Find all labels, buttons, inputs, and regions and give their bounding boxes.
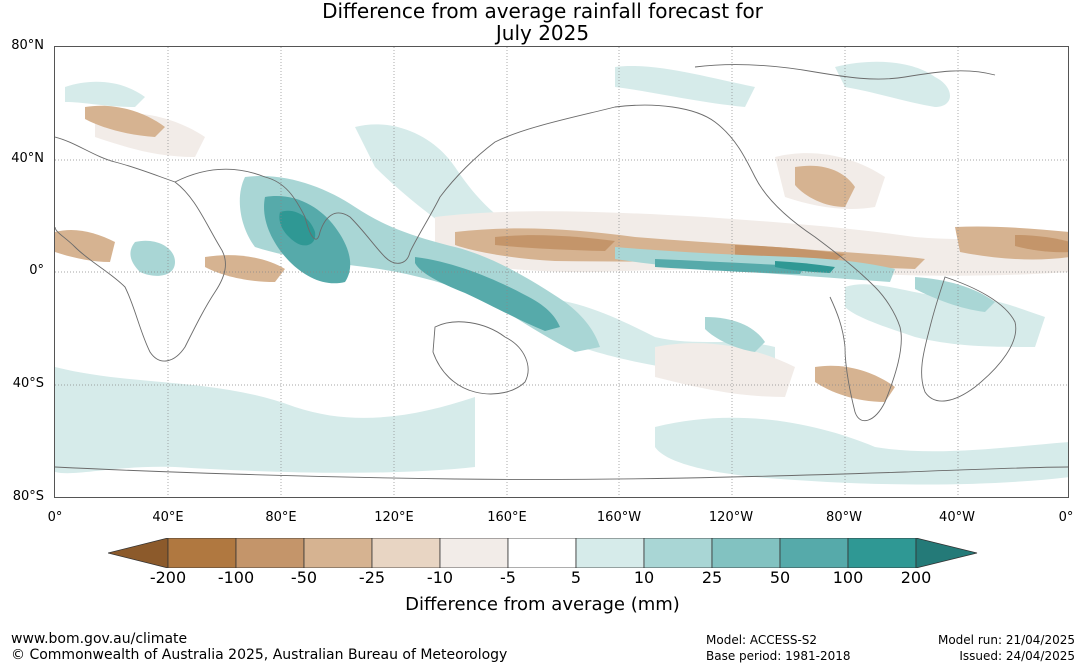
colorbar-title: Difference from average (mm) bbox=[405, 594, 680, 615]
colorbar-tick-label: 100 bbox=[832, 568, 864, 587]
colorbar-bin-4 bbox=[371, 537, 441, 569]
lat-label-80s: 80°S bbox=[12, 489, 44, 504]
rainfall-anomaly-map bbox=[54, 46, 1069, 498]
colorbar-bin-5 bbox=[439, 537, 509, 569]
colorbar-extend-dry bbox=[107, 537, 169, 569]
footer-website: www.bom.gov.au/climate bbox=[11, 631, 188, 647]
lon-label-80e: 80°E bbox=[265, 510, 297, 525]
lat-label-40s: 40°S bbox=[12, 376, 44, 391]
dry-dark-regions bbox=[495, 235, 1068, 261]
colorbar bbox=[107, 537, 978, 569]
colorbar-bin-6 bbox=[507, 537, 577, 569]
colorbar-tick-label: 50 bbox=[769, 568, 791, 587]
colorbar-bin-10 bbox=[779, 537, 849, 569]
lon-label-0-right: 0° bbox=[1058, 510, 1074, 525]
footer-copyright: © Commonwealth of Australia 2025, Austra… bbox=[11, 647, 508, 663]
graticule bbox=[55, 47, 1068, 497]
lat-label-equator: 0° bbox=[29, 263, 44, 278]
footer-model-run: Model run: 21/04/2025 bbox=[937, 633, 1075, 647]
colorbar-bin-1 bbox=[167, 537, 237, 569]
colorbar-tick-label: -200 bbox=[149, 568, 187, 587]
colorbar-tick-label: 5 bbox=[570, 568, 582, 587]
footer-model: Model: ACCESS-S2 bbox=[706, 633, 818, 647]
colorbar-bin-11 bbox=[847, 537, 917, 569]
colorbar-tick-label: 200 bbox=[900, 568, 932, 587]
lon-label-120e: 120°E bbox=[374, 510, 414, 525]
colorbar-tick-label: -10 bbox=[426, 568, 454, 587]
lon-label-40e: 40°E bbox=[152, 510, 184, 525]
coastlines bbox=[55, 64, 1068, 480]
colorbar-bin-3 bbox=[303, 537, 373, 569]
footer-issued: Issued: 24/04/2025 bbox=[959, 649, 1075, 663]
lon-label-160w: 160°W bbox=[596, 510, 642, 525]
colorbar-bin-2 bbox=[235, 537, 305, 569]
footer-base-period: Base period: 1981-2018 bbox=[706, 649, 851, 663]
colorbar-svg bbox=[107, 537, 978, 569]
colorbar-tick-label: 25 bbox=[701, 568, 723, 587]
colorbar-tick-label: -50 bbox=[290, 568, 318, 587]
map-svg bbox=[55, 47, 1068, 497]
lon-label-160e: 160°E bbox=[487, 510, 527, 525]
colorbar-bin-9 bbox=[711, 537, 781, 569]
colorbar-tick-label: -100 bbox=[217, 568, 255, 587]
title-line-1: Difference from average rainfall forecas… bbox=[322, 0, 763, 23]
lon-label-40w: 40°W bbox=[939, 510, 975, 525]
colorbar-tick-label: -25 bbox=[358, 568, 386, 587]
wet-strong-regions bbox=[264, 196, 835, 331]
colorbar-tick-label: 10 bbox=[633, 568, 655, 587]
colorbar-bin-8 bbox=[643, 537, 713, 569]
lon-label-120w: 120°W bbox=[708, 510, 754, 525]
lon-label-80w: 80°W bbox=[826, 510, 862, 525]
colorbar-tick-label: -5 bbox=[500, 568, 516, 587]
title-line-2: July 2025 bbox=[495, 21, 590, 45]
lat-label-80n: 80°N bbox=[11, 38, 44, 53]
colorbar-bin-7 bbox=[575, 537, 645, 569]
lon-label-0-left: 0° bbox=[47, 510, 63, 525]
colorbar-extend-wet bbox=[915, 537, 978, 569]
lat-label-40n: 40°N bbox=[11, 151, 44, 166]
map-title: Difference from average rainfall forecas… bbox=[0, 0, 1085, 44]
